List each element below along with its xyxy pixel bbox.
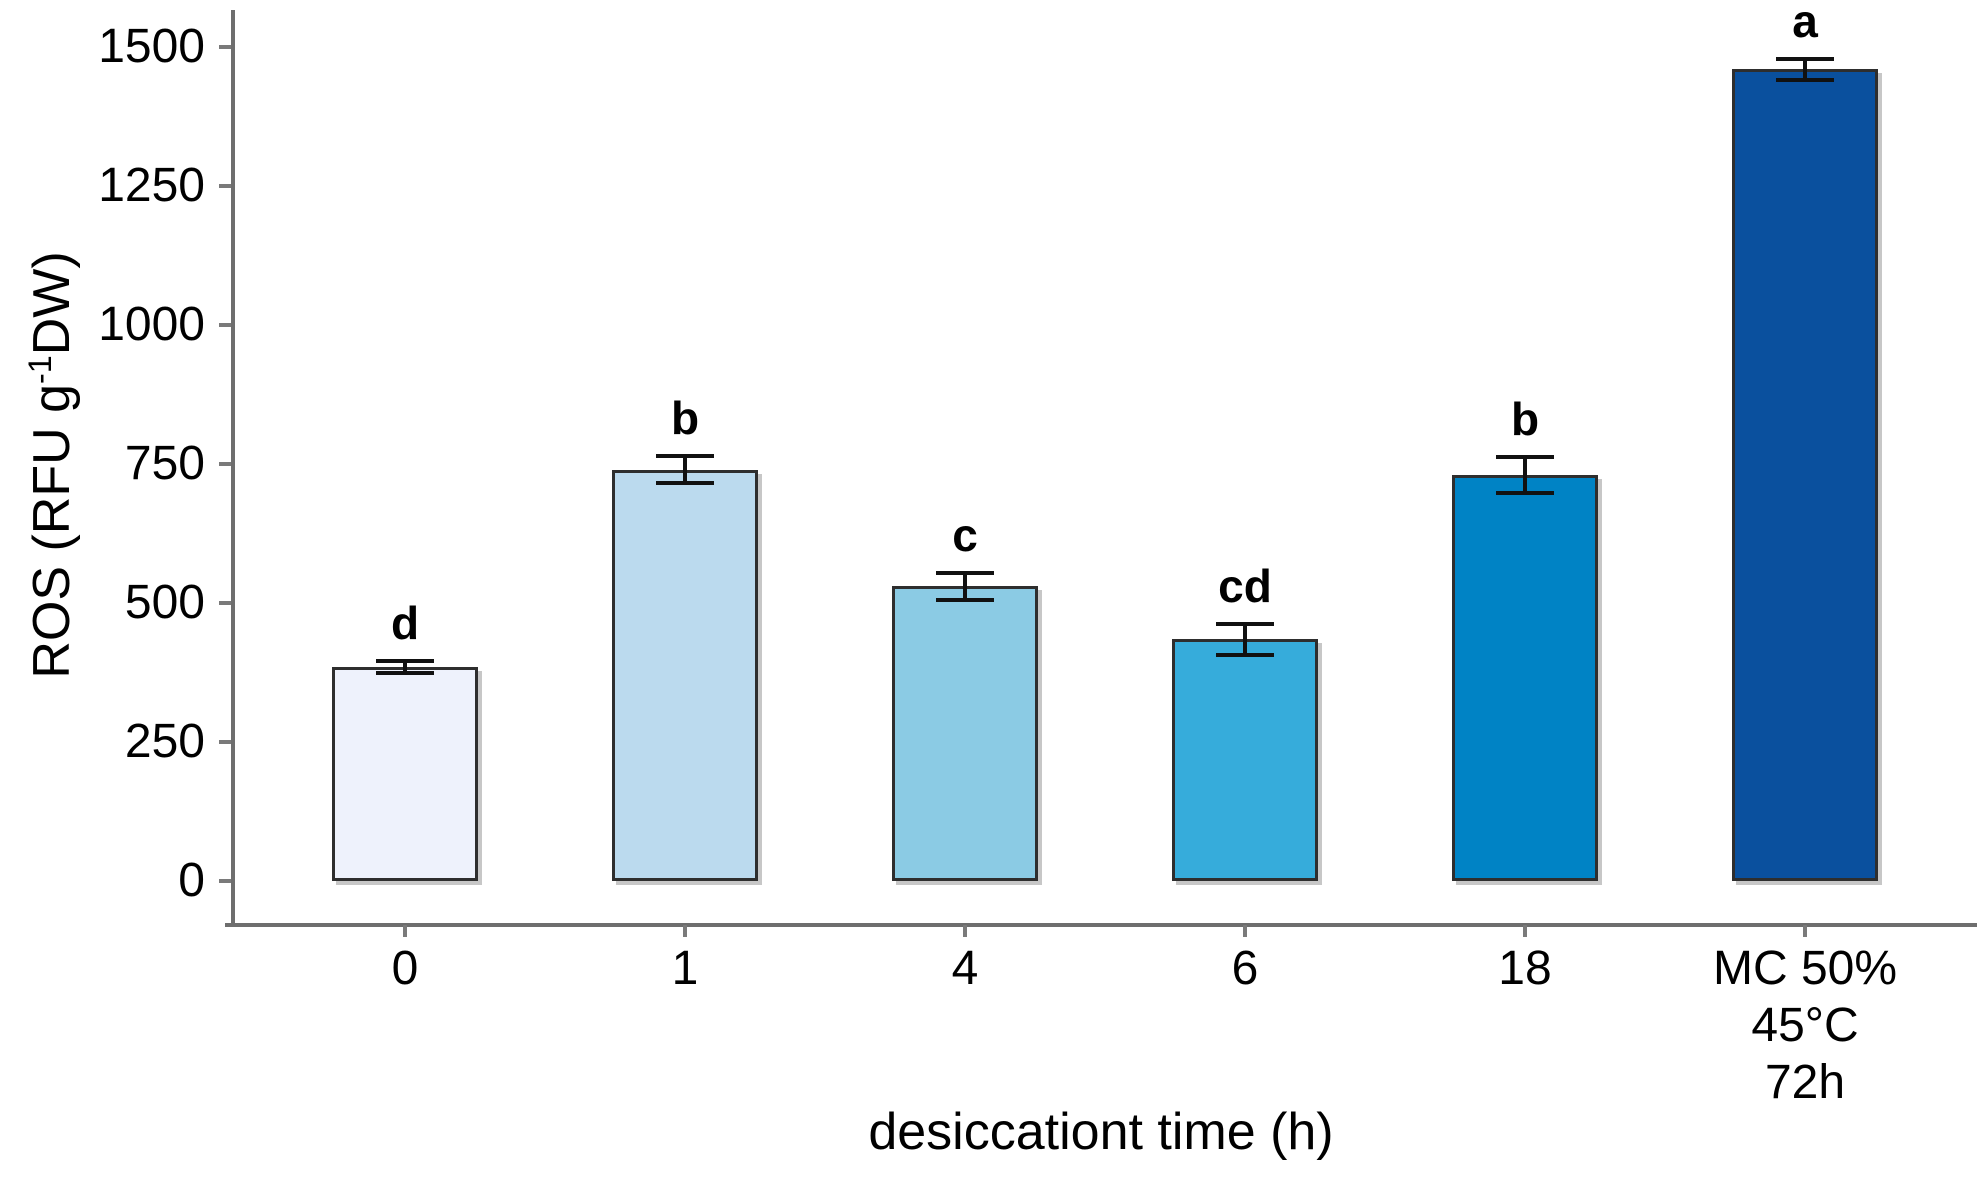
y-axis-title-superscript: -1 (21, 355, 58, 384)
y-tick-mark-1000 (219, 323, 231, 327)
y-tick-label-1000: 1000 (98, 298, 205, 351)
significance-letter-d: d (390, 597, 420, 650)
x-tick-mark (403, 925, 407, 937)
x-axis-title: desiccationt time (h) (868, 1103, 1334, 1161)
y-axis-title: ROS (RFU g-1DW) (22, 251, 82, 678)
error-bar-line (963, 572, 967, 600)
error-bar-cap-bottom (1776, 77, 1834, 82)
y-axis-line (231, 10, 235, 927)
y-tick-mark-750 (219, 462, 231, 466)
error-bar-cap-bottom (1496, 490, 1554, 495)
error-bar-line (1523, 457, 1527, 493)
bar-0 (332, 666, 478, 881)
y-tick-mark-1250 (219, 184, 231, 188)
x-tick-label-1: 1 (671, 942, 699, 995)
y-tick-mark-0 (219, 879, 231, 883)
error-bar-line (683, 455, 687, 484)
error-bar-cap-top (936, 570, 994, 575)
bar-4 (892, 586, 1038, 881)
y-axis-title-suffix: DW) (23, 251, 82, 356)
significance-letter-a: a (1792, 0, 1818, 47)
y-tick-mark-250 (219, 740, 231, 744)
x-tick-mark (683, 925, 687, 937)
y-tick-label-500: 500 (124, 576, 205, 629)
error-bar-cap-top (376, 659, 434, 664)
x-axis-line (225, 923, 1977, 927)
bar-1 (612, 469, 758, 881)
error-bar-cap-bottom (656, 481, 714, 486)
error-bar-cap-top (1216, 621, 1274, 626)
error-bar-cap-bottom (936, 597, 994, 602)
significance-letter-b: b (670, 391, 700, 444)
bar-mc-50% (1732, 69, 1878, 881)
error-bar-line (1243, 623, 1247, 655)
bar-6 (1172, 639, 1318, 881)
y-tick-label-250: 250 (124, 715, 205, 768)
significance-letter-cd: cd (1218, 559, 1272, 612)
x-tick-label-6: 6 (1231, 942, 1259, 995)
y-axis-title-prefix: ROS (RFU g (23, 383, 82, 679)
x-tick-mark (963, 925, 967, 937)
error-bar-cap-bottom (1216, 652, 1274, 657)
y-tick-label-1250: 1250 (98, 159, 205, 212)
x-tick-mark (1803, 925, 1807, 937)
x-tick-label-0: 0 (391, 942, 419, 995)
error-bar-cap-top (1496, 455, 1554, 460)
x-tick-label-18: 18 (1498, 942, 1552, 995)
significance-letter-b: b (1510, 393, 1540, 446)
x-tick-label-4: 4 (951, 942, 979, 995)
error-bar-cap-top (1776, 56, 1834, 61)
error-bar-cap-bottom (376, 670, 434, 675)
y-tick-mark-1500 (219, 45, 231, 49)
x-tick-label-mc-50%: MC 50% 45°C 72h (1712, 942, 1898, 1109)
error-bar-cap-top (656, 453, 714, 458)
x-tick-mark (1523, 925, 1527, 937)
bar-18 (1452, 475, 1598, 881)
error-bar-line (403, 661, 407, 673)
y-tick-label-0: 0 (178, 854, 205, 907)
significance-letter-c: c (952, 508, 978, 561)
y-tick-mark-500 (219, 601, 231, 605)
y-tick-label-750: 750 (124, 437, 205, 490)
x-tick-mark (1243, 925, 1247, 937)
y-tick-label-1500: 1500 (98, 20, 205, 73)
error-bar-line (1803, 58, 1807, 80)
